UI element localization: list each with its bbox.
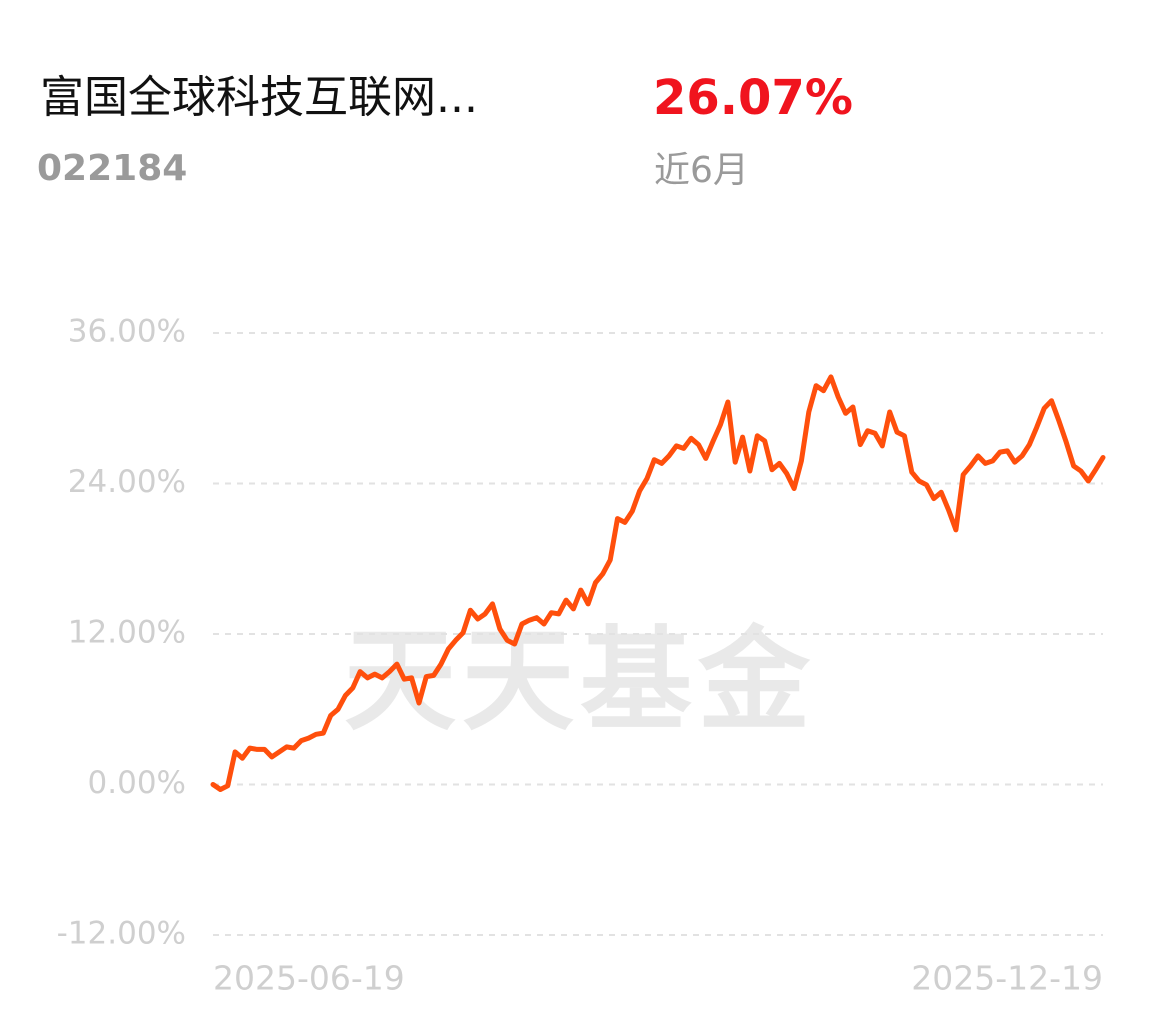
fund-code: 022184 [37,148,187,189]
return-period: 近6月 [654,150,749,191]
y-tick-label: -12.00% [57,916,186,952]
watermark: 天天基金 [344,616,816,746]
x-tick-label: 2025-12-19 [911,959,1103,998]
fund-return: 26.07% [653,70,853,126]
y-tick-label: 24.00% [68,464,186,500]
x-tick-label: 2025-06-19 [213,959,405,998]
y-tick-label: 12.00% [68,615,186,651]
y-tick-label: 0.00% [88,765,186,801]
y-tick-label: 36.00% [68,314,186,350]
fund-line [210,374,1106,792]
fund-title: 富国全球科技互联网... [40,72,478,123]
plot: -12.00% 0.00% 12.00% 24.00% 36.00% 2025-06-19… [57,314,1106,998]
